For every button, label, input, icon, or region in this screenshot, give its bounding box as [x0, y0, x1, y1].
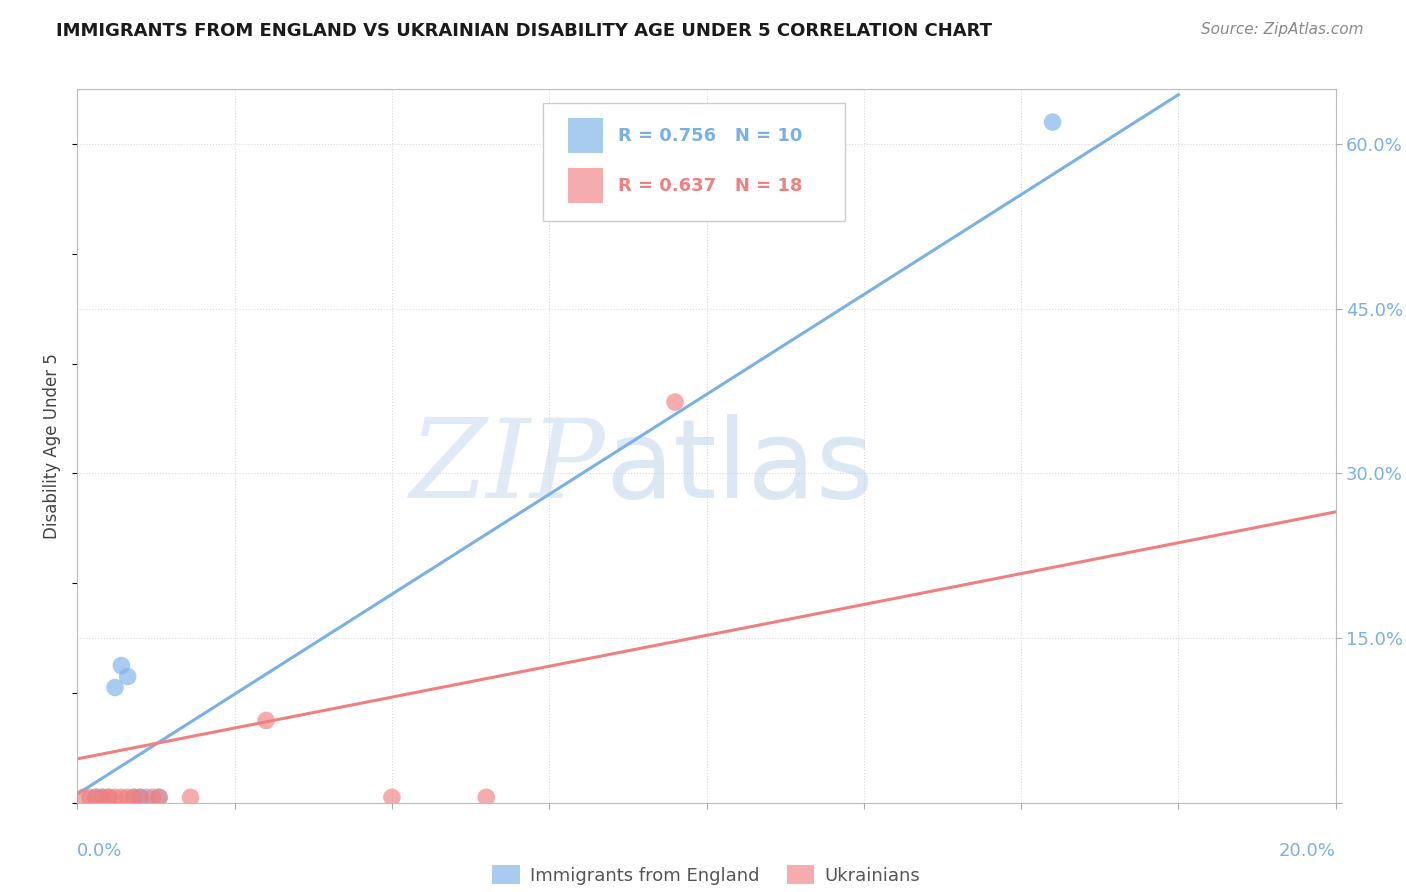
Point	[129, 790, 152, 805]
Point	[79, 790, 101, 805]
Point	[664, 395, 686, 409]
Point	[142, 790, 165, 805]
Text: R = 0.637   N = 18: R = 0.637 N = 18	[619, 177, 803, 194]
Text: atlas: atlas	[606, 414, 875, 521]
Bar	[568, 169, 603, 202]
FancyBboxPatch shape	[543, 103, 845, 221]
Point	[104, 790, 127, 805]
Point	[475, 790, 498, 805]
Point	[180, 790, 202, 805]
Point	[104, 681, 127, 695]
Point	[110, 790, 132, 805]
Bar	[568, 119, 603, 153]
Point	[381, 790, 404, 805]
Legend: Immigrants from England, Ukrainians: Immigrants from England, Ukrainians	[485, 858, 928, 892]
Point	[117, 669, 139, 683]
Point	[148, 790, 170, 805]
Text: 20.0%: 20.0%	[1279, 842, 1336, 860]
Point	[97, 790, 120, 805]
Point	[117, 790, 139, 805]
Point	[1042, 115, 1064, 129]
Text: 0.0%: 0.0%	[77, 842, 122, 860]
Point	[148, 790, 170, 805]
Text: Source: ZipAtlas.com: Source: ZipAtlas.com	[1201, 22, 1364, 37]
Point	[84, 790, 107, 805]
Point	[97, 790, 120, 805]
Y-axis label: Disability Age Under 5: Disability Age Under 5	[44, 353, 62, 539]
Text: ZIP: ZIP	[411, 414, 606, 521]
Text: IMMIGRANTS FROM ENGLAND VS UKRAINIAN DISABILITY AGE UNDER 5 CORRELATION CHART: IMMIGRANTS FROM ENGLAND VS UKRAINIAN DIS…	[56, 22, 993, 40]
Point	[72, 790, 94, 805]
Text: R = 0.756   N = 10: R = 0.756 N = 10	[619, 127, 803, 145]
Point	[110, 658, 132, 673]
Point	[84, 790, 107, 805]
Point	[129, 790, 152, 805]
Point	[135, 790, 157, 805]
Point	[91, 790, 114, 805]
Point	[91, 790, 114, 805]
Point	[122, 790, 145, 805]
Point	[254, 714, 277, 728]
Point	[122, 790, 145, 805]
